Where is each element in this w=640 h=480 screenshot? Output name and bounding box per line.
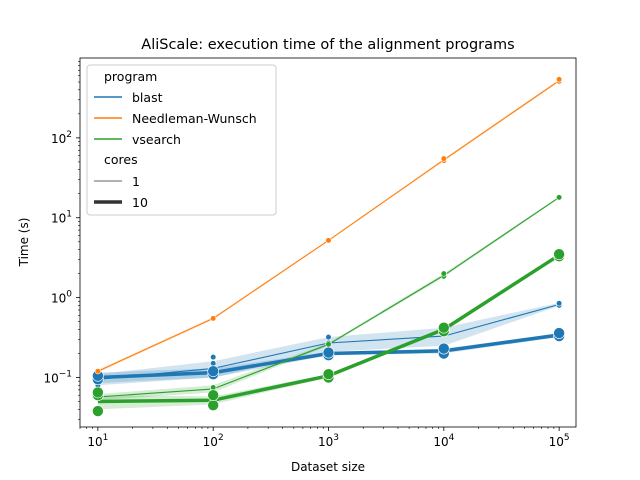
point-blast-cores-1 xyxy=(555,300,563,307)
legend-label-needleman-wunsch: Needleman-Wunsch xyxy=(132,111,257,126)
point-blast-cores-10 xyxy=(322,346,335,359)
legend-item-vsearch: vsearch xyxy=(94,132,181,147)
point-needleman-wunsch-cores-1 xyxy=(440,155,447,162)
point-needleman-wunsch-cores-1 xyxy=(94,368,101,375)
plot-frame xyxy=(79,57,577,428)
point-vsearch-cores-1 xyxy=(325,341,332,348)
x-tick-label: 101 xyxy=(87,433,108,449)
y-axis-label: Time (s) xyxy=(17,218,31,268)
legend-item-cores-10: 10 xyxy=(94,195,148,210)
point-needleman-wunsch-cores-1 xyxy=(210,315,217,322)
point-blast-cores-10 xyxy=(207,365,219,378)
point-blast-cores-1 xyxy=(210,354,217,361)
y-axis: 10−1 100 101 102 xyxy=(43,61,80,420)
x-axis-label: Dataset size xyxy=(291,460,365,474)
point-vsearch-cores-10 xyxy=(322,368,335,381)
point-vsearch-cores-10 xyxy=(207,389,219,402)
point-vsearch-cores-10 xyxy=(92,386,104,399)
x-tick-label: 103 xyxy=(318,433,339,449)
x-tick-label: 102 xyxy=(203,433,224,449)
legend-title-program: program xyxy=(104,69,157,84)
legend-item-needleman-wunsch: Needleman-Wunsch xyxy=(94,111,257,126)
point-vsearch-cores-10 xyxy=(553,248,565,260)
x-axis: 101 102 103 104 105 xyxy=(79,427,570,449)
ci-band-vsearch-cores-10 xyxy=(97,254,560,410)
point-vsearch-cores-10 xyxy=(437,321,450,334)
x-tick-label: 104 xyxy=(433,433,454,449)
point-vsearch-cores-10 xyxy=(92,405,104,417)
legend-label-cores-10: 10 xyxy=(132,195,148,210)
y-tick-label: 102 xyxy=(51,130,72,146)
point-blast-cores-10 xyxy=(437,342,450,355)
y-tick-label: 10−1 xyxy=(43,369,72,385)
legend: program blast Needleman-Wunsch vsearch c… xyxy=(86,64,277,216)
legend-item-blast: blast xyxy=(94,90,163,105)
point-vsearch-cores-10 xyxy=(207,399,219,412)
legend-title-cores: cores xyxy=(104,152,138,167)
point-blast-cores-1 xyxy=(210,360,217,367)
legend-label-blast: blast xyxy=(132,90,163,105)
legend-label-vsearch: vsearch xyxy=(132,132,181,147)
y-tick-label: 100 xyxy=(51,290,72,306)
point-needleman-wunsch-cores-1 xyxy=(555,76,563,83)
legend-frame xyxy=(86,64,277,216)
point-vsearch-cores-1 xyxy=(555,194,563,201)
legend-item-cores-1: 1 xyxy=(94,174,140,189)
point-vsearch-cores-1 xyxy=(440,270,447,277)
legend-label-cores-1: 1 xyxy=(132,174,140,189)
x-tick-label: 105 xyxy=(549,433,570,449)
plot-area xyxy=(92,76,565,417)
point-blast-cores-10 xyxy=(553,327,565,339)
point-blast-cores-1 xyxy=(325,334,332,341)
y-tick-label: 101 xyxy=(51,210,72,226)
chart-title: AliScale: execution time of the alignmen… xyxy=(141,37,514,53)
point-needleman-wunsch-cores-1 xyxy=(325,237,332,244)
